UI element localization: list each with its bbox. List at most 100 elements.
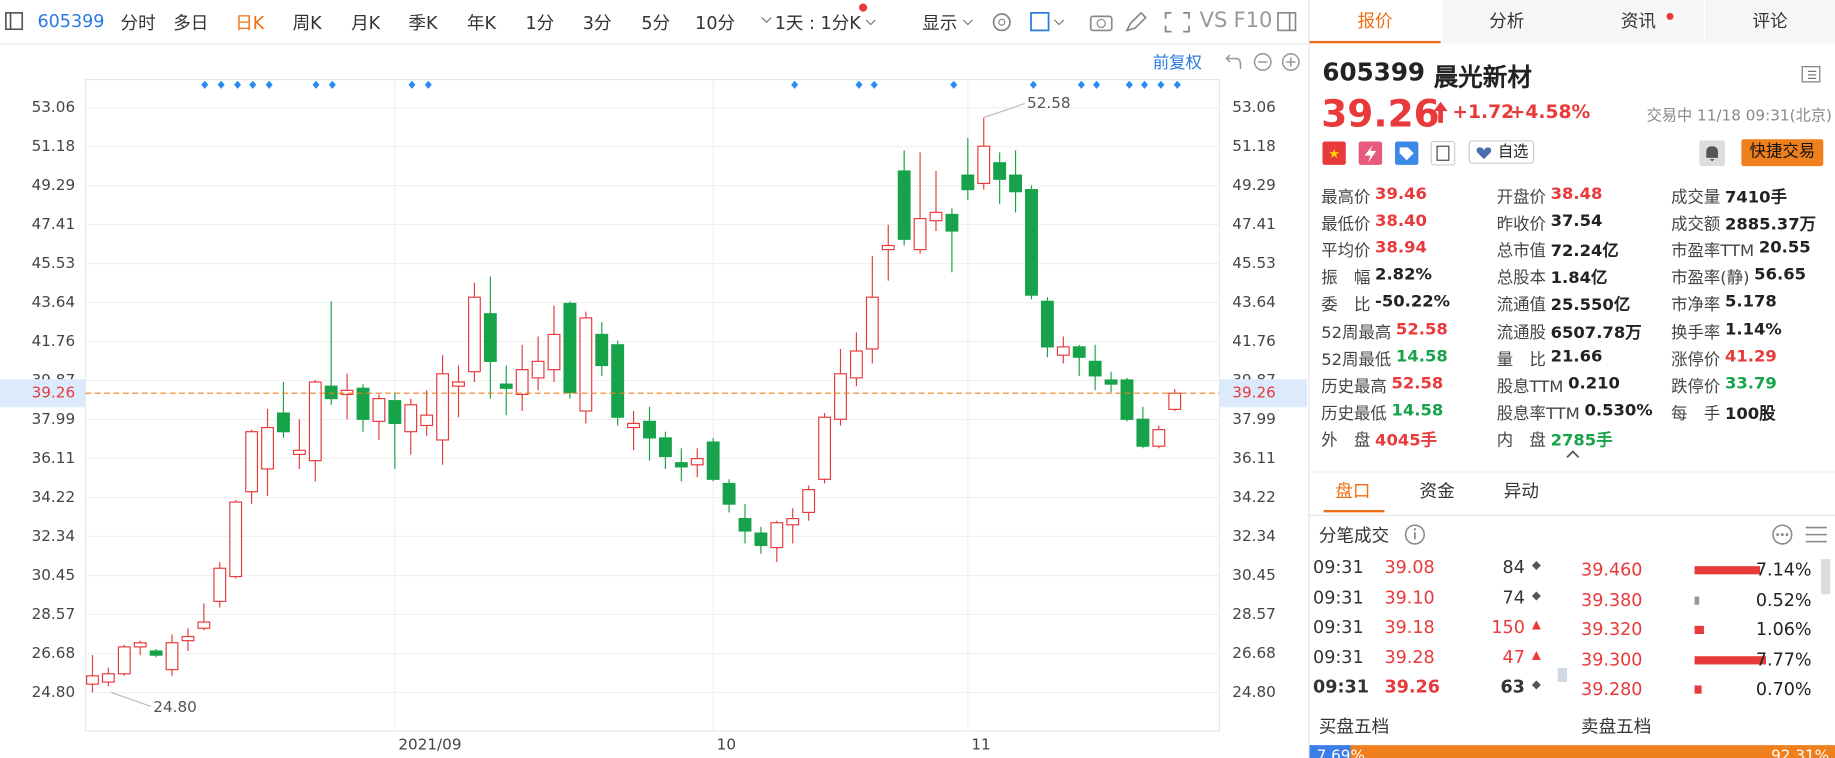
- quote-value: 39.46: [1375, 184, 1427, 204]
- sell-ratio-bar: [1350, 745, 1835, 758]
- quote-value: -50.22%: [1375, 292, 1451, 312]
- event-marker: [312, 80, 320, 89]
- level-pct: 7.14%: [1755, 559, 1812, 581]
- trade-volume: 150: [1491, 616, 1525, 638]
- trade-time: 09:31: [1313, 646, 1364, 668]
- candle-body: [706, 441, 720, 480]
- event-marker: [408, 80, 416, 89]
- quote-value: 2.82%: [1375, 265, 1432, 285]
- sub-tab[interactable]: 盘口: [1335, 480, 1371, 502]
- candle-body: [101, 673, 115, 683]
- level-price: 39.320: [1581, 619, 1643, 641]
- candle-body: [117, 646, 131, 675]
- menu-icon[interactable]: [5, 12, 24, 31]
- event-marker: [1029, 80, 1037, 89]
- period-tab[interactable]: 周K: [292, 12, 322, 34]
- candle-body: [690, 458, 704, 466]
- quote-name: 晨光新材: [1433, 63, 1532, 92]
- candle-body: [802, 489, 816, 513]
- quote-label: 流通值: [1496, 296, 1546, 316]
- candle-body: [786, 518, 800, 526]
- tool-icons[interactable]: [989, 9, 1270, 35]
- candle-body: [865, 296, 879, 350]
- chevron: [865, 19, 876, 26]
- candle-body: [261, 426, 274, 470]
- stock-code[interactable]: 605399: [37, 10, 105, 32]
- candle-body: [388, 400, 402, 425]
- y-tick-label: 51.18: [32, 137, 76, 155]
- sub-tab[interactable]: 异动: [1503, 480, 1539, 502]
- candle-body: [133, 642, 147, 648]
- candle-body: [547, 333, 561, 371]
- quote-value: 1.84亿: [1550, 269, 1608, 289]
- event-marker: [234, 80, 242, 89]
- f10-button[interactable]: F10: [1233, 8, 1273, 33]
- panel-toggle[interactable]: [1277, 12, 1298, 33]
- chevron: [962, 19, 973, 26]
- watch-button[interactable]: 自选: [1468, 140, 1535, 164]
- zoom-icons[interactable]: [1222, 50, 1306, 73]
- level-bar: [1694, 685, 1702, 695]
- candle-body: [849, 350, 863, 379]
- event-marker: [870, 80, 878, 89]
- panel-tab[interactable]: 资讯: [1572, 0, 1704, 44]
- candle-body: [277, 412, 290, 433]
- candle-body: [1072, 346, 1086, 358]
- trade-status: 交易中 11/18 09:31(北京): [1646, 107, 1832, 126]
- period-tab[interactable]: 5分: [641, 12, 671, 34]
- info-icon[interactable]: [1403, 523, 1426, 546]
- y-tick-label-right: 36.11: [1232, 449, 1276, 467]
- y-tick-label-right: 26.68: [1232, 644, 1276, 662]
- period-tab[interactable]: 月K: [351, 12, 381, 34]
- expand-chevron[interactable]: [1565, 449, 1581, 461]
- period-tab[interactable]: 多日: [173, 12, 209, 34]
- y-tick-label: 41.76: [32, 332, 76, 350]
- y-tick-label-right: 53.06: [1232, 98, 1276, 116]
- candle-body: [213, 567, 227, 602]
- period-tab[interactable]: 1分: [525, 12, 555, 34]
- last-price-tag: [1219, 379, 1308, 408]
- sub-tab[interactable]: 资金: [1419, 480, 1455, 502]
- event-marker: [328, 80, 336, 89]
- sub-tab-underline: [1323, 510, 1385, 513]
- period-tab[interactable]: 分时: [120, 12, 156, 34]
- candle-body: [627, 422, 641, 429]
- candle-body: [420, 414, 434, 427]
- period-tab[interactable]: 3分: [582, 12, 612, 34]
- candle-body: [913, 217, 927, 251]
- panel-tab[interactable]: 报价: [1309, 0, 1441, 44]
- display-menu[interactable]: 显示: [922, 12, 958, 34]
- candle-body: [1088, 360, 1102, 377]
- y-tick-label: 53.06: [32, 98, 76, 116]
- quick-trade-button[interactable]: 快捷交易: [1741, 139, 1824, 167]
- period-tab[interactable]: 日K: [235, 12, 265, 34]
- scrollbar[interactable]: [1820, 559, 1831, 595]
- quote-label: 市净率: [1671, 296, 1721, 316]
- adjust-select[interactable]: 前复权: [1152, 53, 1202, 73]
- quote-value: 5.178: [1724, 292, 1777, 312]
- period-select[interactable]: 1天 : 1分K: [774, 12, 861, 34]
- sell-ratio-label: 92.31%: [1771, 747, 1830, 758]
- trade-time: 09:31: [1313, 586, 1364, 608]
- alert-button[interactable]: [1699, 140, 1725, 167]
- panel-tab[interactable]: 分析: [1441, 0, 1573, 44]
- candle-body: [1152, 429, 1166, 447]
- candle-body: [245, 431, 259, 493]
- period-tab[interactable]: 季K: [408, 12, 438, 34]
- candle-body: [643, 420, 656, 439]
- level-pct: 1.06%: [1755, 619, 1812, 641]
- candle-body: [1025, 189, 1038, 296]
- list-icon[interactable]: [1801, 66, 1822, 85]
- level-pct: 0.70%: [1755, 678, 1812, 700]
- level-bar: [1694, 596, 1700, 605]
- buy-ratio-label: 7.69%: [1316, 747, 1365, 758]
- period-tab[interactable]: 年K: [466, 12, 497, 34]
- vs-button[interactable]: VS: [1199, 8, 1228, 33]
- period-tab[interactable]: 10分: [695, 12, 736, 34]
- candle-body: [372, 398, 386, 422]
- last-price-tag-label: 39.26: [32, 384, 76, 402]
- panel-tab[interactable]: 评论: [1704, 0, 1835, 44]
- y-tick-label-right: 28.57: [1232, 605, 1276, 623]
- buy-levels-title: 买盘五档: [1318, 715, 1390, 737]
- more-icons[interactable]: [1771, 523, 1832, 546]
